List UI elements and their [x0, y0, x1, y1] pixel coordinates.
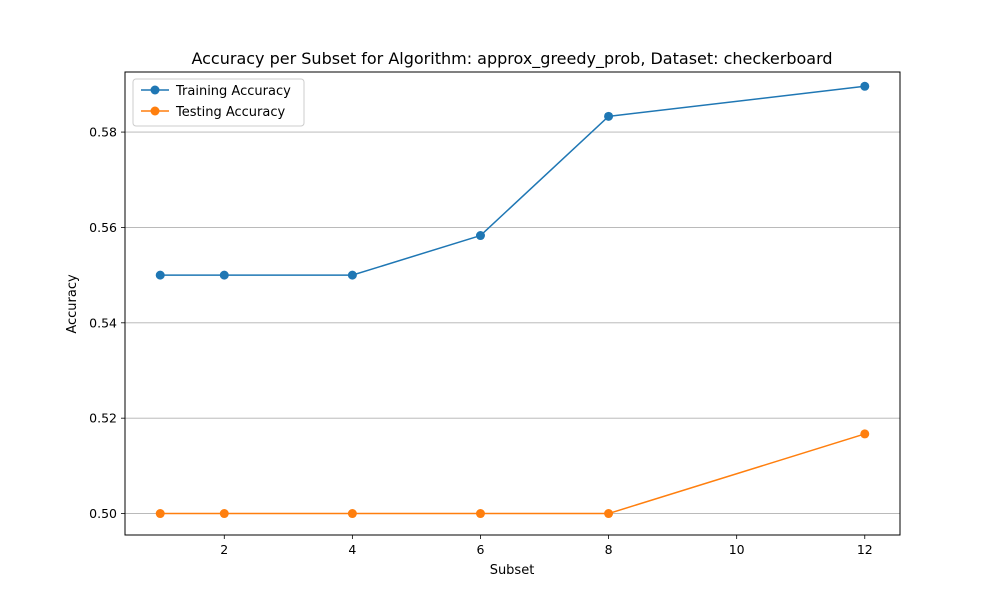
x-tick-label-3: 8 — [605, 542, 613, 557]
legend-swatch-testing-marker — [150, 106, 160, 116]
data-point-testing-accuracy-5 — [860, 429, 870, 439]
legend-entry-testing: Testing Accuracy — [141, 105, 285, 120]
x-axis-ticks: 2 4 6 8 10 12 — [220, 535, 873, 557]
data-point-training-accuracy-0 — [155, 270, 165, 280]
legend-label-testing: Testing Accuracy — [175, 105, 285, 120]
legend-box — [132, 78, 305, 127]
grid-lines — [125, 131, 900, 514]
x-tick-label-2: 6 — [476, 542, 484, 557]
y-axis-label: Accuracy — [65, 274, 80, 334]
data-point-testing-accuracy-0 — [155, 509, 165, 519]
data-point-training-accuracy-3 — [475, 231, 485, 241]
x-tick-label-0: 2 — [220, 542, 228, 557]
data-point-testing-accuracy-3 — [475, 509, 485, 519]
y-tick-label-0: 0.50 — [89, 506, 117, 521]
x-tick-label-1: 4 — [348, 542, 356, 557]
legend-entry-training: Training Accuracy — [141, 84, 291, 99]
legend-swatch-training-marker — [150, 85, 160, 95]
legend: Training Accuracy Testing Accuracy — [132, 78, 305, 127]
y-tick-label-4: 0.58 — [89, 125, 117, 140]
data-point-testing-accuracy-4 — [604, 509, 614, 519]
x-axis-label: Subset — [490, 563, 535, 578]
data-point-training-accuracy-1 — [219, 270, 229, 280]
x-tick-label-4: 10 — [729, 542, 745, 557]
data-point-training-accuracy-4 — [604, 111, 614, 121]
chart-title: Accuracy per Subset for Algorithm: appro… — [191, 49, 832, 69]
y-tick-label-2: 0.54 — [89, 315, 117, 330]
data-point-training-accuracy-2 — [347, 270, 357, 280]
y-tick-label-3: 0.56 — [89, 220, 117, 235]
plot-frame — [124, 71, 901, 536]
legend-label-training: Training Accuracy — [175, 84, 291, 99]
series-layer — [155, 81, 870, 519]
y-axis-ticks: 0.50 0.52 0.54 0.56 0.58 — [89, 125, 125, 521]
y-tick-label-1: 0.52 — [89, 411, 117, 426]
series-line-testing-accuracy — [160, 433, 865, 515]
x-tick-label-5: 12 — [857, 542, 873, 557]
data-point-testing-accuracy-2 — [347, 509, 357, 519]
data-point-training-accuracy-5 — [860, 81, 870, 91]
data-point-testing-accuracy-1 — [219, 509, 229, 519]
series-line-training-accuracy — [160, 85, 865, 276]
